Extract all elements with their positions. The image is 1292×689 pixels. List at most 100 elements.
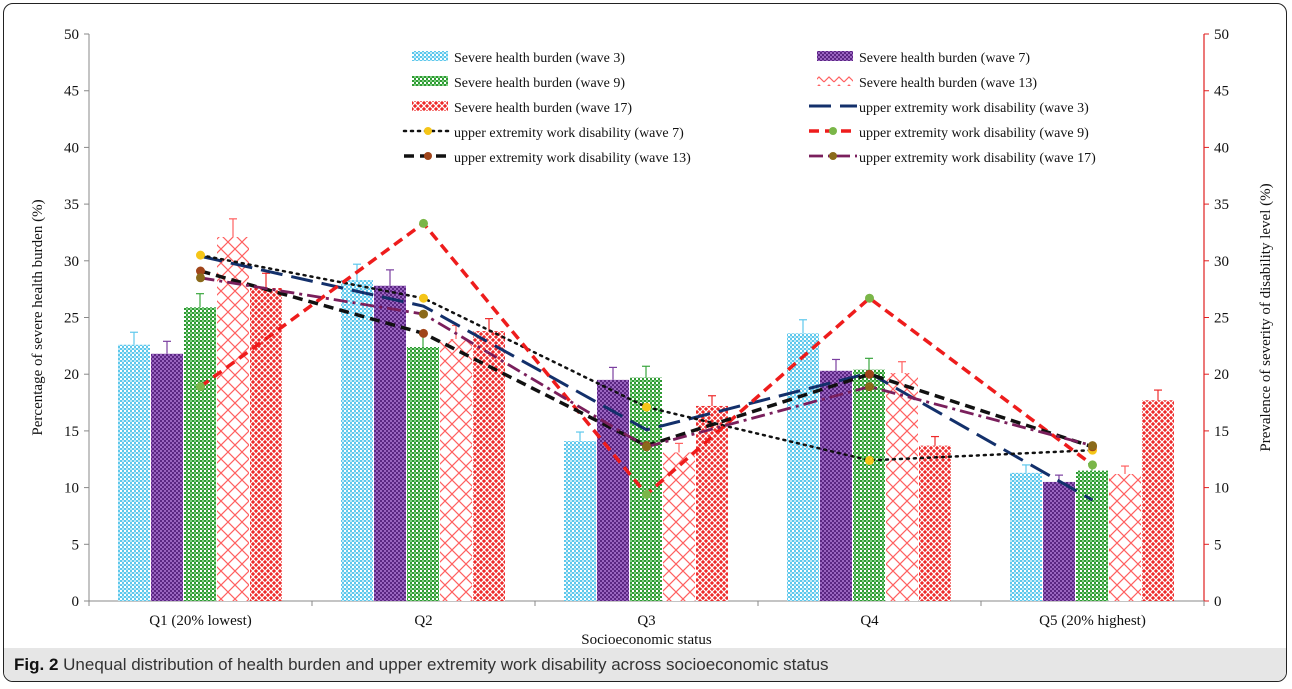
bar [1043, 481, 1075, 601]
bar [630, 377, 662, 601]
bar [407, 346, 439, 601]
data-point [196, 273, 205, 283]
x-tick-label: Q1 (20% lowest) [149, 613, 251, 629]
bar [250, 288, 282, 601]
legend-swatch [412, 101, 448, 111]
figure-caption: Fig. 2 Unequal distribution of health bu… [4, 648, 1286, 681]
y2-tick-label: 45 [1214, 84, 1229, 100]
y2-axis-label: Prevalence of severity of disability lev… [1258, 183, 1274, 451]
caption-text: Unequal distribution of health burden an… [63, 655, 829, 674]
legend-label: Severe health burden (wave 7) [859, 51, 1030, 66]
bar [1142, 400, 1174, 601]
y2-tick-label: 35 [1214, 197, 1229, 213]
series-line [200, 254, 1094, 502]
bar [886, 373, 918, 601]
legend-swatch [412, 51, 448, 61]
bar [184, 307, 216, 601]
legend-label: Severe health burden (wave 17) [454, 101, 632, 116]
legend-marker [829, 127, 837, 135]
data-point [642, 442, 651, 452]
bar [217, 236, 249, 601]
legend-label: upper extremity work disability (wave 7) [454, 126, 684, 141]
data-point [1088, 441, 1097, 451]
data-point [865, 382, 874, 392]
y-tick-label: 15 [64, 424, 79, 440]
x-tick-label: Q4 [860, 613, 879, 629]
x-axis-label: Socioeconomic status [581, 632, 712, 648]
caption-label: Fig. 2 [14, 655, 59, 674]
data-point [196, 266, 205, 276]
chart: 0 0 5 5 10 10 15 15 20 20 25 25 30 30 35 35 40 40 45 45 50 50… [30, 27, 1274, 648]
bar [853, 369, 885, 601]
bar [1109, 473, 1141, 601]
y-tick-label: 35 [64, 197, 79, 213]
bar [696, 405, 728, 601]
legend: Severe health burden (wave 3) Severe heal… [402, 51, 1096, 166]
data-point [419, 309, 428, 319]
bar [341, 280, 373, 601]
y-tick-label: 50 [64, 27, 79, 43]
data-point [196, 250, 205, 260]
legend-swatch [817, 51, 853, 61]
bar [374, 285, 406, 601]
legend-label: Severe health burden (wave 3) [454, 51, 625, 66]
legend-label: upper extremity work disability (wave 13… [454, 151, 691, 166]
y-tick-label: 0 [72, 594, 80, 610]
bar [820, 370, 852, 601]
bars [118, 218, 1174, 601]
bar [663, 452, 695, 601]
data-point [865, 455, 874, 465]
y-tick-label: 40 [64, 140, 79, 156]
data-point [642, 402, 651, 412]
legend-swatch [412, 76, 448, 86]
y-tick-label: 10 [64, 481, 79, 497]
y-tick-label: 5 [72, 537, 80, 553]
y-tick-label: 30 [64, 254, 79, 270]
bar [440, 339, 472, 601]
bar [1010, 472, 1042, 601]
data-point [196, 382, 205, 392]
legend-label: Severe health burden (wave 13) [859, 76, 1037, 91]
bar [151, 353, 183, 601]
legend-swatch [817, 76, 853, 86]
bar [919, 445, 951, 601]
y2-tick-label: 0 [1214, 594, 1222, 610]
y2-tick-label: 15 [1214, 424, 1229, 440]
y2-tick-label: 40 [1214, 140, 1229, 156]
data-point [419, 293, 428, 303]
x-tick-label: Q5 (20% highest) [1039, 613, 1146, 629]
bar [597, 379, 629, 601]
line-series [196, 218, 1097, 502]
bar [564, 441, 596, 601]
y2-tick-label: 50 [1214, 27, 1229, 43]
bar [787, 333, 819, 601]
x-tick-label: Q3 [637, 613, 655, 629]
legend-marker [424, 127, 432, 135]
y-tick-label: 25 [64, 311, 79, 327]
bar [1076, 470, 1108, 601]
legend-label: upper extremity work disability (wave 3) [859, 101, 1089, 116]
data-point [1088, 460, 1097, 470]
data-point [642, 489, 651, 499]
y2-tick-label: 20 [1214, 367, 1229, 383]
figure-frame: 0 0 5 5 10 10 15 15 20 20 25 25 30 30 35 35 40 40 45 45 50 50… [3, 3, 1287, 682]
y-tick-label: 20 [64, 367, 79, 383]
series-line [200, 276, 1093, 449]
y-axis-label: Percentage of severe health burden (%) [30, 199, 46, 435]
legend-label: upper extremity work disability (wave 17… [859, 151, 1096, 166]
bar [118, 344, 150, 601]
data-point [419, 218, 428, 228]
y2-tick-label: 30 [1214, 254, 1229, 270]
legend-label: Severe health burden (wave 9) [454, 76, 625, 91]
bar [473, 331, 505, 601]
x-tick-label: Q2 [414, 613, 432, 629]
y-tick-label: 45 [64, 84, 79, 100]
y2-tick-label: 5 [1214, 537, 1222, 553]
data-point [419, 328, 428, 338]
y2-tick-label: 10 [1214, 481, 1229, 497]
legend-label: upper extremity work disability (wave 9) [859, 126, 1089, 141]
data-point [865, 369, 874, 379]
legend-marker [424, 152, 432, 160]
data-point [865, 293, 874, 303]
y2-tick-label: 25 [1214, 311, 1229, 327]
